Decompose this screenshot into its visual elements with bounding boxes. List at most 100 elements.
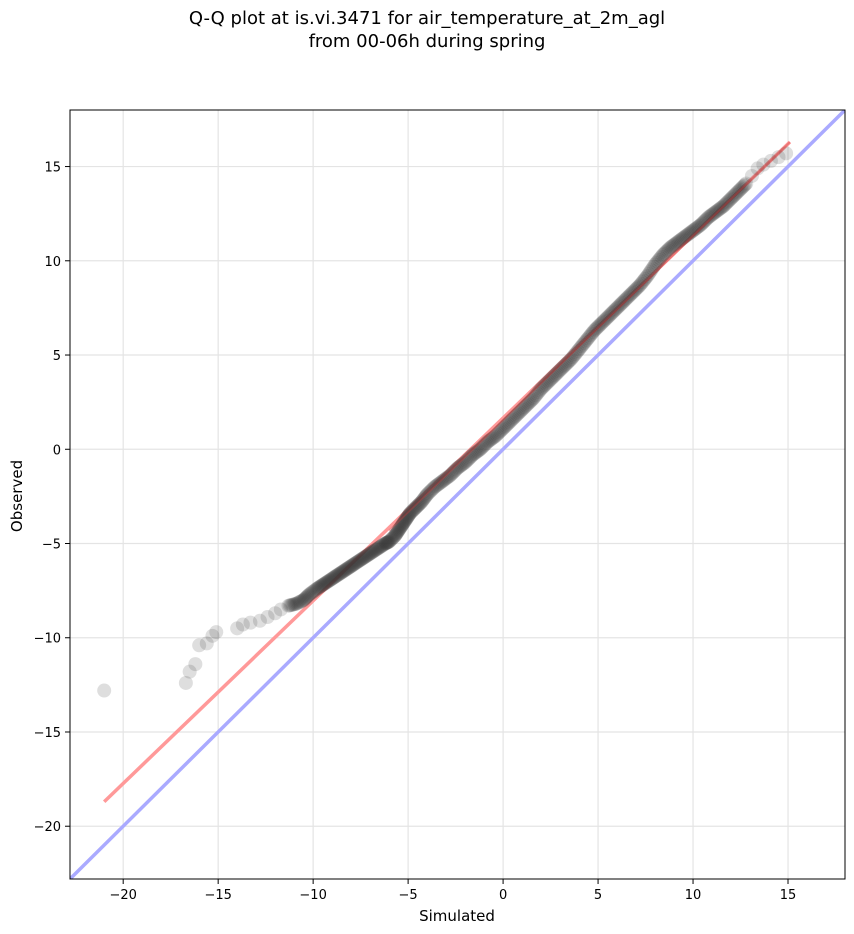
data-point (696, 215, 711, 230)
data-point (209, 625, 224, 640)
data-point (502, 415, 517, 430)
data-point (620, 290, 635, 305)
data-point (463, 450, 478, 465)
data-point (493, 424, 508, 439)
data-point (415, 493, 430, 508)
data-point (601, 309, 616, 324)
data-point (397, 513, 412, 528)
data-point (560, 355, 575, 370)
data-point (317, 576, 332, 591)
data-point (408, 500, 423, 515)
data-point (737, 177, 752, 192)
data-point (345, 558, 360, 573)
data-point (732, 182, 747, 197)
data-point (596, 314, 611, 329)
data-point (439, 471, 454, 486)
data-point (689, 220, 704, 235)
data-point (597, 313, 612, 328)
data-point (553, 363, 568, 378)
data-point (580, 331, 595, 346)
data-point (387, 528, 402, 543)
data-point (442, 468, 457, 483)
data-point (516, 401, 531, 416)
data-point (602, 308, 617, 323)
data-point (702, 209, 717, 224)
y-tick-label: 10 (44, 255, 61, 270)
data-point (307, 583, 322, 598)
data-point (423, 483, 438, 498)
data-point (379, 535, 394, 550)
data-point (455, 457, 470, 472)
data-point (622, 288, 637, 303)
data-point (291, 595, 306, 610)
data-point (731, 184, 746, 199)
data-point (693, 217, 708, 232)
data-point (444, 467, 459, 482)
data-point (347, 556, 362, 571)
data-point (670, 234, 685, 249)
data-point (410, 498, 425, 513)
data-point (540, 375, 555, 390)
data-point (713, 201, 728, 216)
data-point (531, 385, 546, 400)
data-point (330, 567, 345, 582)
data-point (650, 254, 665, 269)
data-point (675, 231, 690, 246)
data-point (397, 514, 412, 529)
data-point (290, 596, 305, 611)
data-point (579, 332, 594, 347)
data-point (388, 528, 403, 543)
data-point (382, 534, 397, 549)
data-point (682, 226, 697, 241)
data-point (691, 219, 706, 234)
data-point (668, 236, 683, 251)
data-point (625, 285, 640, 300)
data-point (386, 529, 401, 544)
data-point (300, 589, 315, 604)
data-point (381, 534, 396, 549)
data-point (532, 383, 547, 398)
data-point (205, 628, 220, 643)
data-point (649, 255, 664, 270)
data-point (310, 581, 325, 596)
data-point (441, 469, 456, 484)
data-point (480, 434, 495, 449)
x-axis: −20 −15 −10 −5 0 5 10 15 (109, 879, 796, 903)
data-point (491, 426, 506, 441)
data-point (402, 507, 417, 522)
data-point (395, 517, 410, 532)
y-tick-label: −10 (34, 632, 61, 647)
data-point (482, 433, 497, 448)
data-point (435, 474, 450, 489)
data-point (97, 683, 112, 698)
data-point (710, 203, 725, 218)
data-point (401, 509, 416, 524)
data-point (496, 421, 511, 436)
data-point (420, 487, 435, 502)
data-point (374, 539, 389, 554)
data-point (518, 398, 533, 413)
data-point (718, 196, 733, 211)
data-point (400, 510, 415, 525)
data-point (549, 366, 564, 381)
data-point (301, 588, 316, 603)
data-point (653, 251, 668, 266)
data-point (449, 462, 464, 477)
data-point (485, 430, 500, 445)
y-tick-label: −15 (34, 726, 61, 741)
data-point (199, 636, 214, 651)
data-point (411, 497, 426, 512)
data-point (658, 245, 673, 260)
data-point (735, 180, 750, 195)
data-point (569, 345, 584, 360)
x-tick-label: 0 (499, 888, 507, 903)
data-point (656, 246, 671, 261)
x-tick-label: 5 (594, 888, 602, 903)
data-point (458, 455, 473, 470)
data-point (243, 615, 258, 630)
data-point (398, 512, 413, 527)
data-point (487, 430, 502, 445)
data-point (434, 475, 449, 490)
data-point (699, 211, 714, 226)
